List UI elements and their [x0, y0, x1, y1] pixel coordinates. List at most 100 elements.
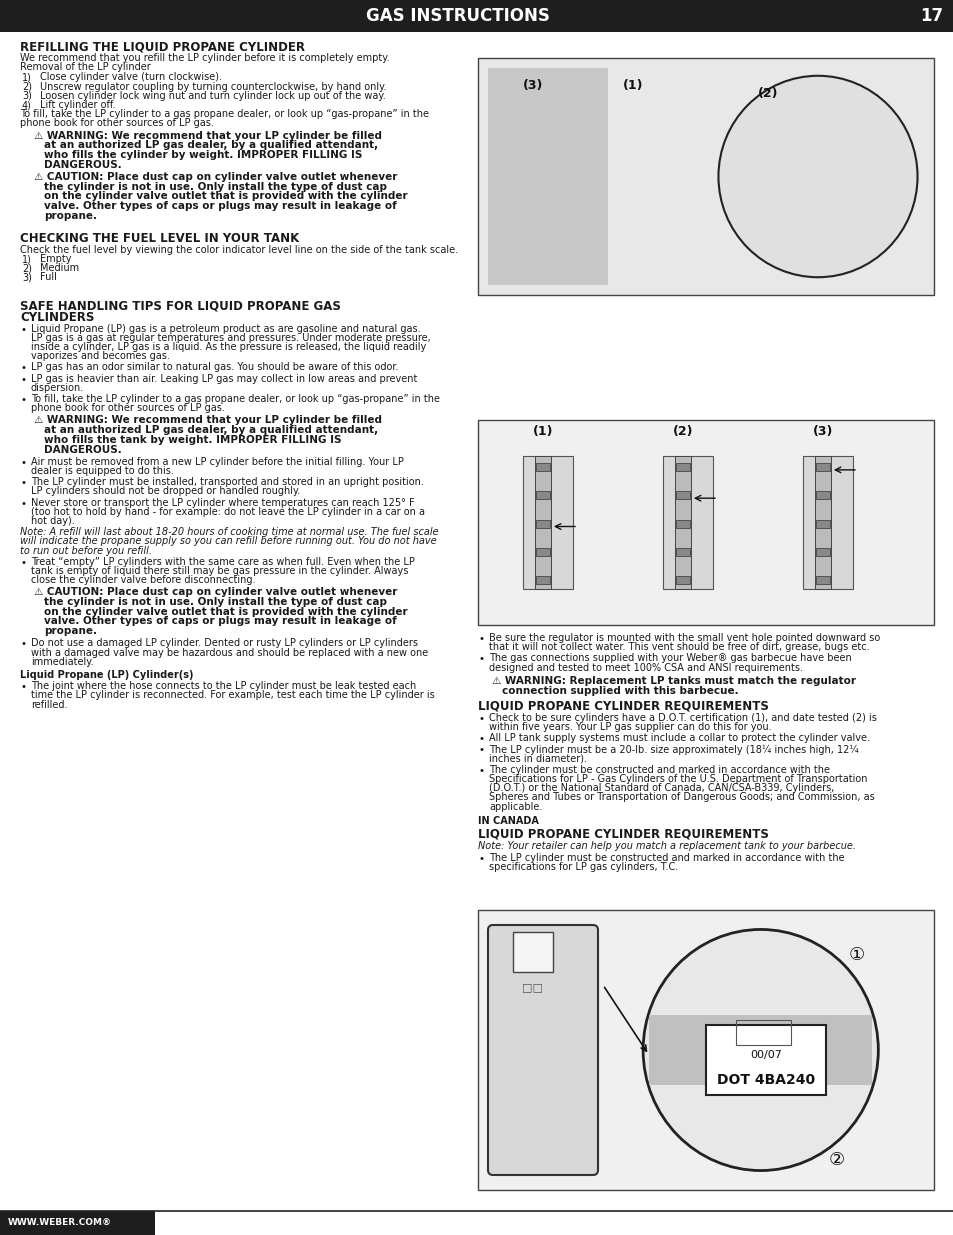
Bar — [814, 456, 830, 589]
Text: LP gas is a gas at regular temperatures and pressures. Under moderate pressure,: LP gas is a gas at regular temperatures … — [30, 333, 431, 343]
Text: propane.: propane. — [44, 626, 97, 636]
Bar — [536, 548, 550, 556]
Text: connection supplied with this barbecue.: connection supplied with this barbecue. — [501, 685, 738, 695]
Text: ⚠ CAUTION: Place dust cap on cylinder valve outlet whenever: ⚠ CAUTION: Place dust cap on cylinder va… — [34, 172, 397, 182]
Text: 2): 2) — [22, 263, 32, 273]
Bar — [522, 456, 573, 589]
Text: 00/07: 00/07 — [749, 1050, 781, 1060]
Bar — [477, 420, 933, 625]
Text: DOT 4BA240: DOT 4BA240 — [716, 1073, 814, 1087]
Bar — [648, 1015, 872, 1086]
Text: Never store or transport the LP cylinder where temperatures can reach 125° F: Never store or transport the LP cylinder… — [30, 498, 415, 508]
Bar — [676, 463, 689, 471]
Bar — [676, 492, 689, 499]
Bar — [536, 520, 550, 527]
Text: applicable.: applicable. — [489, 802, 542, 811]
Text: at an authorized LP gas dealer, by a qualified attendant,: at an authorized LP gas dealer, by a qua… — [44, 425, 377, 435]
Text: Removal of the LP cylinder: Removal of the LP cylinder — [20, 62, 151, 72]
Text: within five years. Your LP gas supplier can do this for you.: within five years. Your LP gas supplier … — [489, 722, 771, 732]
Text: ②: ② — [828, 1151, 844, 1170]
Text: (1): (1) — [622, 79, 642, 93]
Text: •: • — [21, 325, 27, 335]
Text: refilled.: refilled. — [30, 699, 68, 710]
Bar — [536, 576, 550, 584]
Text: •: • — [21, 640, 27, 650]
Text: The cylinder must be constructed and marked in accordance with the: The cylinder must be constructed and mar… — [489, 764, 829, 774]
Text: Specifications for LP - Gas Cylinders of the U.S. Department of Transportation: Specifications for LP - Gas Cylinders of… — [489, 774, 866, 784]
Text: 17: 17 — [920, 7, 943, 25]
Text: GAS INSTRUCTIONS: GAS INSTRUCTIONS — [366, 7, 549, 25]
Text: inches in diameter).: inches in diameter). — [489, 753, 586, 763]
Text: •: • — [478, 714, 484, 724]
FancyBboxPatch shape — [488, 925, 598, 1174]
Text: specifications for LP gas cylinders, T.C.: specifications for LP gas cylinders, T.C… — [489, 862, 678, 872]
Text: Close cylinder valve (turn clockwise).: Close cylinder valve (turn clockwise). — [40, 73, 222, 83]
Text: (2): (2) — [672, 426, 693, 438]
Bar — [815, 548, 829, 556]
Text: ⚠ CAUTION: Place dust cap on cylinder valve outlet whenever: ⚠ CAUTION: Place dust cap on cylinder va… — [34, 588, 397, 598]
Text: •: • — [478, 766, 484, 776]
Text: •: • — [21, 363, 27, 373]
Text: •: • — [21, 395, 27, 405]
Bar — [0, 1212, 154, 1235]
Text: with a damaged valve may be hazardous and should be replaced with a new one: with a damaged valve may be hazardous an… — [30, 647, 428, 657]
Text: LP gas is heavier than air. Leaking LP gas may collect in low areas and prevent: LP gas is heavier than air. Leaking LP g… — [30, 374, 417, 384]
Bar — [0, 0, 953, 32]
Bar — [477, 910, 933, 1191]
Text: 4): 4) — [22, 100, 31, 110]
Text: ⚠ WARNING: We recommend that your LP cylinder be filled: ⚠ WARNING: We recommend that your LP cyl… — [34, 415, 381, 426]
Text: •: • — [478, 734, 484, 745]
Text: •: • — [21, 458, 27, 468]
Bar — [802, 456, 852, 589]
Text: on the cylinder valve outlet that is provided with the cylinder: on the cylinder valve outlet that is pro… — [44, 606, 407, 616]
Text: All LP tank supply systems must include a collar to protect the cylinder valve.: All LP tank supply systems must include … — [489, 734, 869, 743]
Text: LIQUID PROPANE CYLINDER REQUIREMENTS: LIQUID PROPANE CYLINDER REQUIREMENTS — [477, 700, 768, 713]
Text: Check to be sure cylinders have a D.O.T. certification (1), and date tested (2) : Check to be sure cylinders have a D.O.T.… — [489, 713, 876, 722]
Text: DANGEROUS.: DANGEROUS. — [44, 159, 122, 169]
Text: the cylinder is not in use. Only install the type of dust cap: the cylinder is not in use. Only install… — [44, 597, 387, 608]
Bar — [477, 58, 933, 295]
Text: LP gas has an odor similar to natural gas. You should be aware of this odor.: LP gas has an odor similar to natural ga… — [30, 363, 398, 373]
Text: The LP cylinder must be installed, transported and stored in an upright position: The LP cylinder must be installed, trans… — [30, 477, 423, 487]
Bar — [536, 463, 550, 471]
Text: Liquid Propane (LP) Cylinder(s): Liquid Propane (LP) Cylinder(s) — [20, 671, 193, 680]
Text: Lift cylinder off.: Lift cylinder off. — [40, 100, 115, 110]
Text: vaporizes and becomes gas.: vaporizes and becomes gas. — [30, 351, 170, 362]
Text: on the cylinder valve outlet that is provided with the cylinder: on the cylinder valve outlet that is pro… — [44, 191, 407, 201]
Ellipse shape — [642, 930, 878, 1171]
Ellipse shape — [718, 75, 917, 277]
Text: phone book for other sources of LP gas.: phone book for other sources of LP gas. — [30, 404, 225, 414]
Text: Treat “empty” LP cylinders with the same care as when full. Even when the LP: Treat “empty” LP cylinders with the same… — [30, 557, 415, 567]
Bar — [536, 492, 550, 499]
Text: 1): 1) — [22, 73, 31, 83]
Text: hot day).: hot day). — [30, 516, 74, 526]
Text: Medium: Medium — [40, 263, 79, 273]
Bar — [815, 492, 829, 499]
Text: •: • — [21, 499, 27, 509]
Text: •: • — [21, 558, 27, 568]
Text: Liquid Propane (LP) gas is a petroleum product as are gasoline and natural gas.: Liquid Propane (LP) gas is a petroleum p… — [30, 324, 420, 333]
Text: •: • — [478, 634, 484, 643]
Bar — [705, 1025, 825, 1095]
Text: ①: ① — [848, 946, 864, 965]
Bar — [513, 932, 553, 972]
Text: propane.: propane. — [44, 211, 97, 221]
Text: time the LP cylinder is reconnected. For example, test each time the LP cylinder: time the LP cylinder is reconnected. For… — [30, 690, 435, 700]
Text: inside a cylinder, LP gas is a liquid. As the pressure is released, the liquid r: inside a cylinder, LP gas is a liquid. A… — [30, 342, 426, 352]
Text: To fill, take the LP cylinder to a gas propane dealer, or look up “gas-propane” : To fill, take the LP cylinder to a gas p… — [30, 394, 439, 404]
Text: Note: A refill will last about 18-20 hours of cooking time at normal use. The fu: Note: A refill will last about 18-20 hou… — [20, 527, 438, 537]
Text: To fill, take the LP cylinder to a gas propane dealer, or look up “gas-propane” : To fill, take the LP cylinder to a gas p… — [20, 109, 429, 120]
Text: the cylinder is not in use. Only install the type of dust cap: the cylinder is not in use. Only install… — [44, 182, 387, 191]
Text: designed and tested to meet 100% CSA and ANSI requirements.: designed and tested to meet 100% CSA and… — [489, 663, 802, 673]
Text: ⚠ WARNING: We recommend that your LP cylinder be filled: ⚠ WARNING: We recommend that your LP cyl… — [34, 131, 381, 141]
Text: The gas connections supplied with your Weber® gas barbecue have been: The gas connections supplied with your W… — [489, 653, 851, 663]
Text: tank is empty of liquid there still may be gas pressure in the cylinder. Always: tank is empty of liquid there still may … — [30, 566, 408, 576]
Bar — [488, 68, 607, 285]
Text: WWW.WEBER.COM®: WWW.WEBER.COM® — [8, 1218, 112, 1226]
Bar — [676, 548, 689, 556]
Text: 3): 3) — [22, 91, 31, 101]
Text: dealer is equipped to do this.: dealer is equipped to do this. — [30, 466, 173, 475]
Text: •: • — [21, 478, 27, 488]
Text: Unscrew regulator coupling by turning counterclockwise, by hand only.: Unscrew regulator coupling by turning co… — [40, 82, 386, 91]
Text: CYLINDERS: CYLINDERS — [20, 311, 94, 324]
